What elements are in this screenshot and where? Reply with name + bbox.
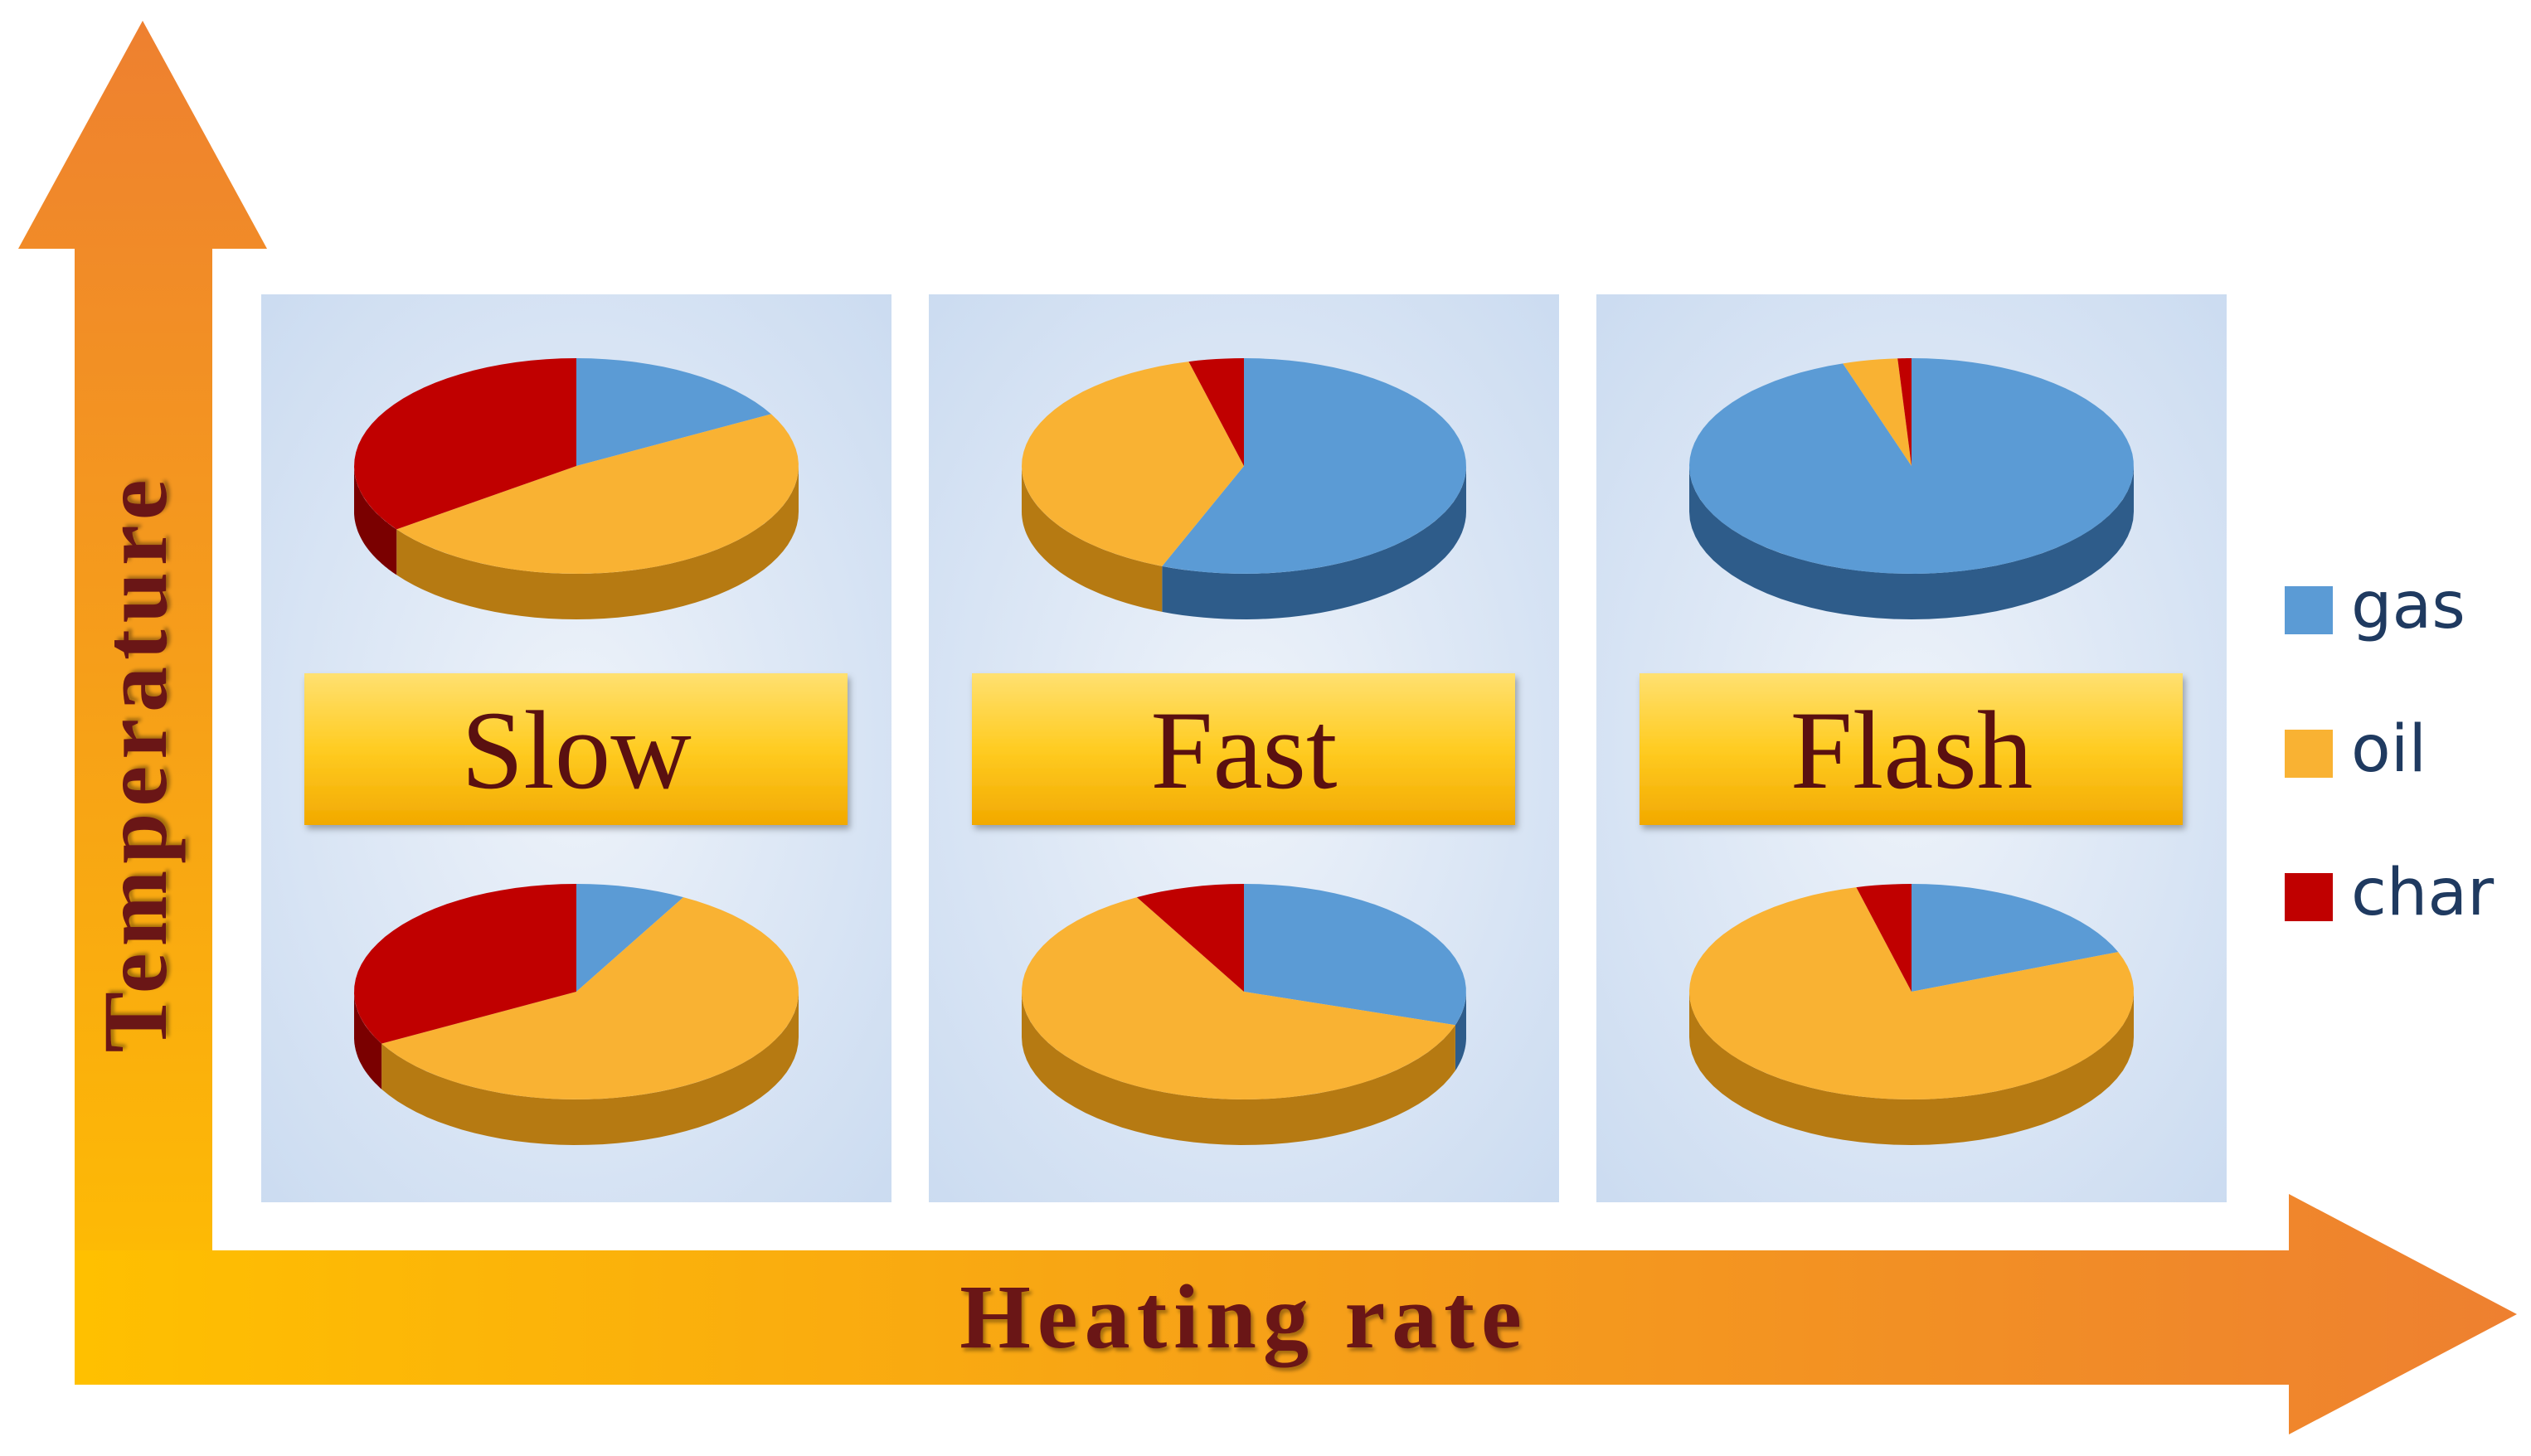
axes: Heating rate Temperature [18,21,2517,1434]
pie-side-oil [396,466,799,619]
pie-slice-gas [1244,884,1466,1026]
pie-slice-oil [396,414,799,574]
legend-label-oil: oil [2351,712,2427,787]
pie-slow-0 [354,358,799,619]
pie-slice-char [1856,884,1912,992]
legend: gas oil char [2285,569,2495,930]
label-fast: Fast [1150,689,1337,813]
pie-side-gas [1162,466,1466,619]
label-box-slow [304,673,848,825]
label-box-flash [1640,673,2183,825]
pie-slice-char [1136,884,1244,992]
pie-side-oil [1022,992,1455,1145]
legend-label-char: char [2351,856,2495,930]
pie-slow-1 [354,884,799,1145]
pie-flash-1 [1689,884,2134,1145]
legend-swatch-char [2285,873,2333,921]
legend-label-gas: gas [2351,569,2465,643]
pie-slice-char [354,884,576,1044]
pie-slice-gas [576,358,771,466]
rate-labels: Slow Fast Flash [304,673,2183,825]
pie-slice-oil [381,897,799,1099]
pie-side-oil [1022,466,1163,612]
pie-slice-gas [576,884,684,992]
pie-slice-gas [1689,358,2134,574]
pie-slice-gas [1162,358,1466,574]
pie-slice-char [1188,358,1244,466]
pie-side-gas [1689,466,2134,619]
y-axis-label: Temperature [85,473,186,1052]
pies [354,358,2134,1145]
label-flash: Flash [1790,689,2033,813]
pie-flash-0 [1689,358,2134,619]
pie-slice-char [1897,358,1912,466]
pie-side-gas [1455,992,1466,1071]
pie-slice-oil [1022,362,1244,566]
pie-side-char [354,466,397,575]
pie-slice-oil [1689,887,2134,1099]
pie-fast-1 [1022,884,1466,1145]
pie-side-char [354,992,382,1090]
label-box-fast [972,673,1515,825]
legend-swatch-oil [2285,730,2333,778]
label-slow: Slow [461,689,692,813]
pie-slice-gas [1912,884,2119,992]
x-axis-arrow [75,1194,2517,1434]
legend-swatch-gas [2285,586,2333,634]
pie-side-oil [381,992,799,1145]
x-axis-label: Heating rate [959,1266,1528,1367]
pie-slice-char [354,358,576,530]
pie-slice-oil [1843,358,1912,466]
pie-side-oil [1689,992,2134,1145]
pie-fast-0 [1022,358,1466,619]
pie-slice-oil [1022,897,1455,1099]
y-axis-arrow [18,21,267,1385]
